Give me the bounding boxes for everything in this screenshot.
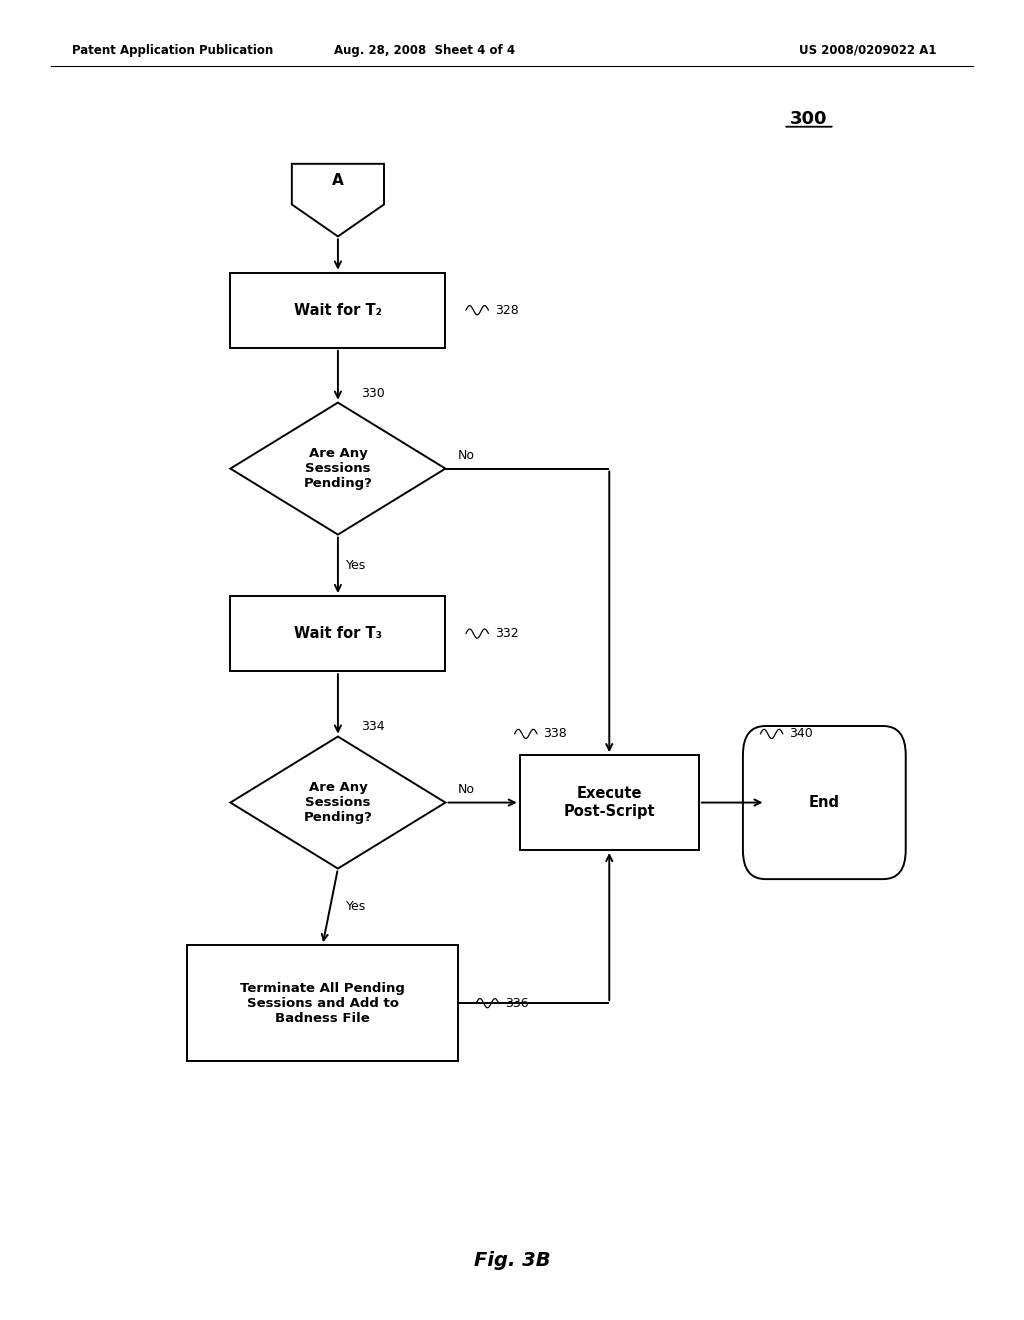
Text: 300: 300	[791, 110, 827, 128]
Text: Terminate All Pending
Sessions and Add to
Badness File: Terminate All Pending Sessions and Add t…	[240, 982, 406, 1024]
Text: No: No	[458, 783, 475, 796]
Text: 330: 330	[361, 387, 385, 400]
Text: US 2008/0209022 A1: US 2008/0209022 A1	[799, 44, 936, 57]
Text: Wait for T₃: Wait for T₃	[294, 626, 382, 642]
Text: 338: 338	[543, 727, 567, 741]
Text: 336: 336	[505, 997, 528, 1010]
Text: 340: 340	[790, 727, 813, 741]
Text: Wait for T₂: Wait for T₂	[294, 302, 382, 318]
Text: 332: 332	[495, 627, 518, 640]
Text: Are Any
Sessions
Pending?: Are Any Sessions Pending?	[303, 781, 373, 824]
Text: Yes: Yes	[346, 558, 367, 572]
Bar	[230, 272, 445, 347]
Text: Aug. 28, 2008  Sheet 4 of 4: Aug. 28, 2008 Sheet 4 of 4	[335, 44, 515, 57]
Text: A: A	[332, 173, 344, 189]
Text: Are Any
Sessions
Pending?: Are Any Sessions Pending?	[303, 447, 373, 490]
Text: Fig. 3B: Fig. 3B	[474, 1251, 550, 1270]
Text: No: No	[458, 449, 475, 462]
Text: Execute
Post-Script: Execute Post-Script	[563, 787, 655, 818]
Bar	[519, 755, 698, 850]
Text: 334: 334	[361, 719, 385, 733]
Bar	[186, 945, 459, 1061]
Text: 328: 328	[495, 304, 518, 317]
Text: Patent Application Publication: Patent Application Publication	[72, 44, 273, 57]
Bar	[230, 597, 445, 671]
Text: Yes: Yes	[346, 900, 367, 913]
Text: End: End	[809, 795, 840, 810]
